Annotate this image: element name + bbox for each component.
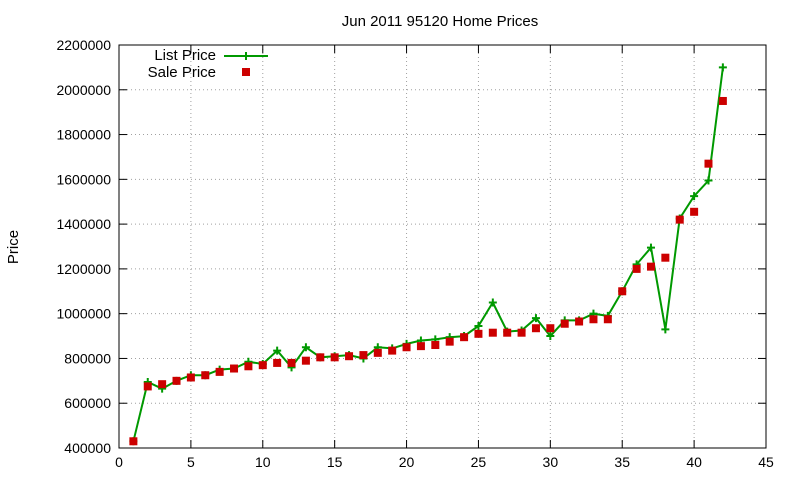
list-price-point [301, 343, 310, 352]
y-axis: 400000 600000 800000 1000000 1200000 1400000 1… [56, 37, 766, 456]
x-tick-label: 10 [255, 454, 271, 470]
x-tick-label: 30 [543, 454, 559, 470]
sale-price-point [273, 358, 282, 367]
y-tick-label: 1600000 [56, 171, 111, 187]
list-price-point [488, 298, 497, 307]
list-price-point [273, 346, 282, 355]
x-tick-label: 40 [686, 454, 702, 470]
sale-price-point [330, 353, 339, 362]
x-tick-label: 35 [614, 454, 630, 470]
y-tick-label: 1800000 [56, 127, 111, 143]
sale-price-point [517, 328, 526, 337]
sale-price-point [416, 342, 425, 351]
legend-label-sale-price: Sale Price [148, 64, 216, 81]
sale-price-point [359, 351, 368, 360]
list-price-point [718, 63, 727, 72]
sale-price-point [143, 382, 152, 391]
sale-price-point [158, 380, 167, 389]
legend: List Price Sale Price [148, 47, 268, 81]
series-list-price [129, 63, 727, 446]
list-price-point [661, 325, 670, 334]
sale-price-point [460, 333, 469, 342]
list-price-point [704, 176, 713, 185]
series-sale-price [129, 96, 727, 446]
sale-price-point [474, 329, 483, 338]
series-line-list-price [132, 67, 724, 442]
sale-price-point [201, 371, 210, 380]
y-tick-label: 1400000 [56, 216, 111, 232]
list-price-point [531, 314, 540, 323]
sale-price-point [287, 358, 296, 367]
sale-price-point [675, 215, 684, 224]
sale-price-point [230, 364, 239, 373]
sale-price-point [546, 324, 555, 333]
x-tick-label: 25 [471, 454, 487, 470]
x-axis: 0 5 10 15 20 25 30 35 40 45 [115, 45, 774, 470]
sale-price-point [560, 319, 569, 328]
legend-marker-list-price [242, 52, 250, 60]
x-tick-label: 20 [399, 454, 415, 470]
sale-price-point [531, 324, 540, 333]
x-tick-label: 5 [187, 454, 195, 470]
legend-label-list-price: List Price [154, 47, 216, 64]
y-tick-label: 600000 [64, 395, 111, 411]
sale-price-point [589, 315, 598, 324]
legend-marker-sale-price [242, 68, 250, 76]
legend-plus-mark [242, 52, 250, 60]
y-tick-label: 2000000 [56, 82, 111, 98]
grid [119, 45, 766, 448]
y-tick-label: 1200000 [56, 261, 111, 277]
sale-price-point [718, 96, 727, 105]
sale-price-point [661, 253, 670, 262]
sale-price-point [503, 328, 512, 337]
sale-price-point [373, 348, 382, 357]
sale-price-point [690, 207, 699, 216]
sale-price-point [172, 376, 181, 385]
sale-price-point [603, 315, 612, 324]
y-tick-label: 800000 [64, 350, 111, 366]
list-price-point [646, 243, 655, 252]
sale-price-point [258, 361, 267, 370]
y-tick-label: 1000000 [56, 306, 111, 322]
y-tick-label: 400000 [64, 440, 111, 456]
x-tick-label: 0 [115, 454, 123, 470]
y-tick-label: 2200000 [56, 37, 111, 53]
sale-price-point [402, 343, 411, 352]
sale-price-point [618, 287, 627, 296]
plot-border [118, 44, 767, 449]
list-price-point [474, 321, 483, 330]
sale-price-point [244, 362, 253, 371]
list-price-point [546, 332, 555, 341]
sale-price-point [129, 437, 138, 446]
sale-price-point [431, 341, 440, 350]
sale-price-point [646, 262, 655, 271]
sale-price-point [215, 367, 224, 376]
sale-price-point [301, 356, 310, 365]
y-axis-label: Price [5, 230, 22, 264]
sale-price-point [345, 352, 354, 361]
sale-price-point [632, 264, 641, 273]
sale-price-point [445, 337, 454, 346]
sale-price-point [388, 346, 397, 355]
chart-title: Jun 2011 95120 Home Prices [342, 13, 539, 30]
list-price-point [690, 192, 699, 201]
x-tick-label: 45 [758, 454, 774, 470]
x-tick-label: 15 [327, 454, 343, 470]
sale-price-point [186, 373, 195, 382]
sale-price-point [704, 159, 713, 168]
sale-price-point [575, 317, 584, 326]
sale-price-point [316, 353, 325, 362]
sale-price-point [488, 328, 497, 337]
